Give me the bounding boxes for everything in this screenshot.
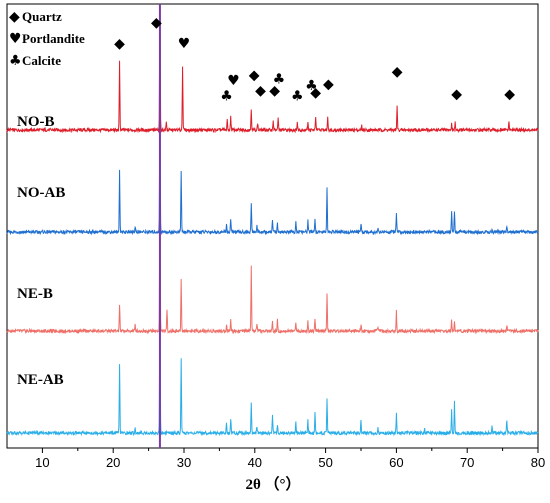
marker-quartz: ◆	[151, 15, 162, 31]
marker-calcite: ♣	[305, 78, 318, 94]
x-tick-label: 40	[248, 455, 262, 470]
series-line-ne-b	[6, 200, 539, 335]
series-line-ne-ab	[6, 303, 539, 437]
marker-quartz: ◆	[451, 86, 462, 102]
x-tick-label: 20	[106, 455, 120, 470]
marker-quartz: ◆	[114, 36, 125, 52]
x-tick-label: 70	[460, 455, 474, 470]
marker-quartz: ◆	[249, 68, 260, 84]
marker-calcite: ♣	[291, 89, 304, 105]
marker-quartz: ◆	[310, 85, 321, 101]
x-tick-label: 30	[177, 455, 191, 470]
marker-calcite: ♣	[273, 72, 286, 88]
legend: ◆ Quartz♥ Portlandite♣ Calcite	[9, 9, 85, 69]
heart-icon: ♥	[9, 31, 22, 47]
marker-quartz: ◆	[269, 83, 280, 99]
diamond-icon: ◆	[9, 9, 20, 25]
marker-quartz: ◆	[255, 83, 266, 99]
series-line-no-b	[6, 3, 539, 134]
legend-label: Portlandite	[22, 31, 85, 46]
series-layer	[6, 3, 539, 437]
x-tick-label: 60	[389, 455, 403, 470]
x-tick-label: 10	[35, 455, 49, 470]
series-label-no-b: NO-B	[17, 114, 55, 130]
legend-label: Quartz	[22, 9, 62, 24]
phase-markers: ◆◆♥♣♥ ◆◆ ◆♣♣♣◆◆◆◆ ◆	[114, 15, 515, 105]
marker-portlandite: ♥	[178, 36, 191, 52]
club-icon: ♣	[9, 53, 22, 69]
marker-quartz: ◆	[392, 64, 403, 80]
x-tick-label: 80	[531, 455, 545, 470]
x-axis-title: 2θ （°）	[245, 475, 300, 493]
marker-quartz: ◆	[323, 77, 334, 93]
series-label-no-ab: NO-AB	[17, 185, 65, 201]
series-label-ne-b: NE-B	[17, 286, 53, 302]
x-tick-label: 50	[318, 455, 332, 470]
legend-label: Calcite	[22, 53, 61, 68]
marker-calcite: ♣	[220, 89, 233, 105]
marker-quartz: ◆	[504, 86, 515, 102]
series-labels: NO-B NO-AB NE-B NE-AB	[17, 114, 65, 388]
marker-portlandite: ♥	[227, 73, 240, 89]
series-line-no-ab	[6, 102, 539, 236]
series-label-ne-ab: NE-AB	[17, 372, 64, 388]
x-axis: 10 20 30 40 50 60 70 80	[35, 448, 545, 470]
